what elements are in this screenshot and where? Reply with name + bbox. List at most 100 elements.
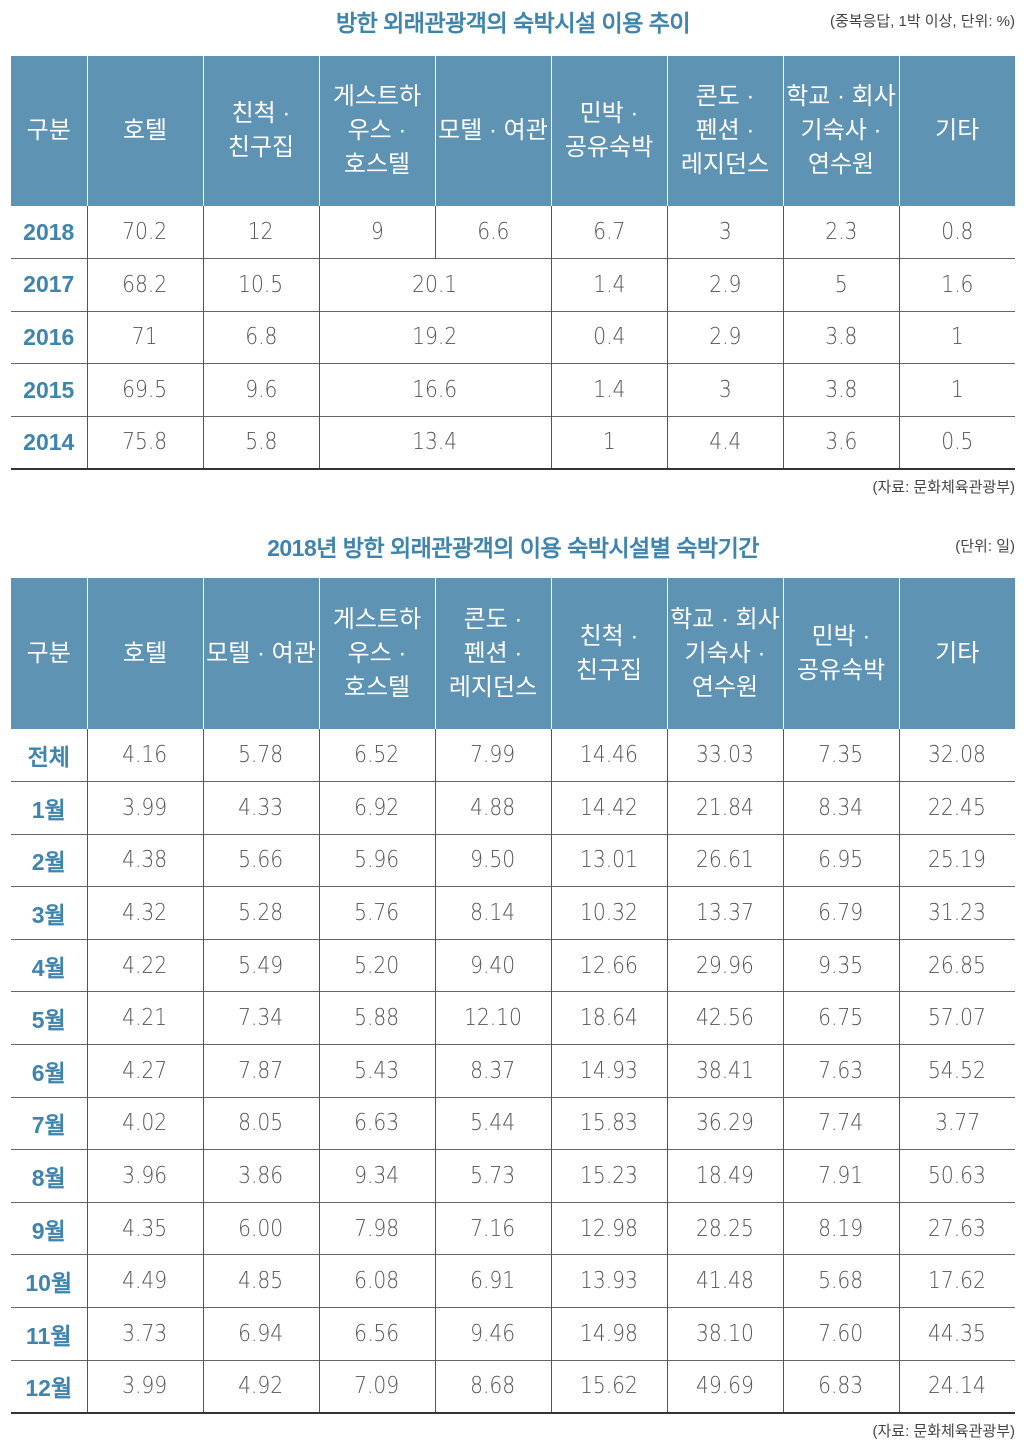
cell-value: 3.99 — [122, 794, 168, 821]
cell-value: 7.74 — [818, 1110, 864, 1137]
cell-value: 7.09 — [354, 1373, 400, 1400]
table-cell: 33.03 — [666, 729, 783, 782]
table-cell: 44.35 — [898, 1307, 1015, 1361]
table-cell: 1.4 — [550, 258, 667, 312]
table-cell: 12.66 — [550, 938, 667, 992]
table-cell: 7.98 — [318, 1201, 435, 1255]
table-cell: 42.56 — [666, 991, 783, 1045]
cell-value: 36.29 — [696, 1110, 754, 1137]
table-cell: 5.73 — [434, 1149, 551, 1203]
table-cell: 15.62 — [550, 1359, 667, 1413]
column-header: 구분 — [11, 56, 87, 206]
year-cell: 2018 — [11, 206, 87, 259]
table-row: 6월 4.27 7.87 5.43 8.37 14.93 38.41 7.63 54.52 — [11, 1044, 1015, 1098]
table-cell: 13.01 — [550, 833, 667, 887]
cell-value: 3.8 — [824, 377, 858, 404]
table-cell: 6.56 — [318, 1307, 435, 1361]
row-label: 9월 — [31, 1217, 66, 1244]
year-cell: 2014 — [11, 415, 87, 469]
table-cell: 5.66 — [202, 833, 319, 887]
cell-value: 6.7 — [592, 219, 626, 246]
table-cell: 3.73 — [86, 1307, 203, 1361]
cell-value: 18.64 — [580, 1005, 638, 1032]
table-cell: 4.21 — [86, 991, 203, 1045]
cell-value: 6.08 — [354, 1268, 400, 1295]
cell-value: 4.21 — [122, 1005, 168, 1032]
row-label: 2016 — [23, 323, 75, 350]
cell-value: 5.88 — [354, 1005, 400, 1032]
column-header: 기타 — [898, 56, 1015, 206]
cell-value: 3.77 — [934, 1110, 980, 1137]
cell-value: 8.34 — [818, 794, 864, 821]
stay-duration-table: 구분 호텔 모텔 · 여관 게스트하 우스 · 호스텔 콘도 · 펜션 · 레지던스 친척 · 친구… — [11, 578, 1015, 1414]
cell-value: 38.10 — [696, 1320, 754, 1347]
table-cell: 7.34 — [202, 991, 319, 1045]
table-cell: 32.08 — [898, 729, 1015, 782]
cell-value: 5.78 — [238, 742, 284, 769]
cell-value: 7.98 — [354, 1215, 400, 1242]
table-cell: 0.4 — [550, 310, 667, 364]
cell-value: 12.98 — [580, 1215, 638, 1242]
table-cell: 6.79 — [782, 886, 899, 940]
cell-value: 1.6 — [941, 271, 974, 298]
row-label: 5월 — [31, 1007, 66, 1034]
table2-unit-note: (단위: 일) — [955, 538, 1015, 555]
table-cell: 4.02 — [86, 1096, 203, 1150]
cell-value: 49.69 — [696, 1373, 754, 1400]
cell-value: 12 — [248, 219, 274, 246]
row-label: 10월 — [25, 1270, 73, 1297]
cell-value: 6.8 — [244, 324, 278, 351]
table-cell: 4.33 — [202, 781, 319, 835]
table-cell: 25.19 — [898, 833, 1015, 887]
table-cell: 5.20 — [318, 938, 435, 992]
table2-source: (자료: 문화체육관광부) — [872, 1422, 1015, 1440]
table1-body: 2018 70.2 12 9 6.6 6.7 3 2.3 0.8 2017 68.2 10.5 20.1… — [11, 206, 1015, 469]
cell-value: 7.35 — [818, 742, 864, 769]
cell-value: 6.94 — [238, 1320, 284, 1347]
column-header: 친척 · 친구집 — [550, 578, 667, 729]
cell-value: 6.63 — [354, 1110, 400, 1137]
table-cell: 3.99 — [86, 1359, 203, 1413]
cell-value: 3.99 — [122, 1373, 168, 1400]
table-cell: 5.76 — [318, 886, 435, 940]
cell-value: 7.99 — [470, 742, 516, 769]
cell-value: 4.22 — [122, 952, 168, 979]
cell-value: 7.34 — [238, 1005, 284, 1032]
table-cell: 29.96 — [666, 938, 783, 992]
table-cell: 1.6 — [898, 258, 1015, 312]
cell-value: 4.49 — [122, 1268, 168, 1295]
row-label: 2017 — [23, 271, 75, 298]
table-cell: 54.52 — [898, 1044, 1015, 1098]
table-cell: 5.68 — [782, 1254, 899, 1308]
table2-body: 전체 4.16 5.78 6.52 7.99 14.46 33.03 7.35 32.08 1월 3… — [11, 729, 1015, 1413]
cell-value: 6.75 — [818, 1005, 864, 1032]
column-header-line: 기숙사 · — [800, 117, 882, 144]
row-label: 7월 — [31, 1112, 66, 1139]
month-cell: 2월 — [11, 833, 87, 887]
table-cell: 17.62 — [898, 1254, 1015, 1308]
column-header-line: 호텔 — [122, 117, 168, 144]
cell-value: 57.07 — [928, 1005, 987, 1032]
year-cell: 2017 — [11, 258, 87, 312]
cell-value: 4.16 — [122, 742, 168, 769]
column-header-line: 모텔 · 여관 — [206, 639, 316, 667]
table-cell: 3.96 — [86, 1149, 203, 1203]
cell-value: 9.34 — [354, 1163, 400, 1190]
cell-value: 14.46 — [580, 742, 638, 769]
table1-title-row: 방한 외래관광객의 숙박시설 이용 추이 (중복응답, 1박 이상, 단위: %… — [11, 0, 1015, 56]
cell-value: 4.33 — [238, 794, 284, 821]
column-header-line: 레지던스 — [680, 151, 770, 178]
table-row: 11월 3.73 6.94 6.56 9.46 14.98 38.10 7.60 44.35 — [11, 1307, 1015, 1361]
table-cell: 31.23 — [898, 886, 1015, 940]
cell-value: 7.87 — [238, 1057, 284, 1084]
column-header-line: 친구집 — [227, 134, 295, 161]
cell-value: 9.35 — [818, 952, 864, 979]
table2-header-row: 구분 호텔 모텔 · 여관 게스트하 우스 · 호스텔 콘도 · 펜션 · 레지던스 친척 · 친구… — [11, 578, 1015, 729]
cell-value: 5.66 — [238, 847, 284, 874]
table-cell: 69.5 — [86, 363, 203, 417]
cell-value: 69.5 — [122, 377, 168, 404]
cell-value: 6.83 — [818, 1373, 864, 1400]
table-cell: 70.2 — [86, 206, 203, 259]
table-cell: 6.63 — [318, 1096, 435, 1150]
year-cell: 2015 — [11, 363, 87, 417]
